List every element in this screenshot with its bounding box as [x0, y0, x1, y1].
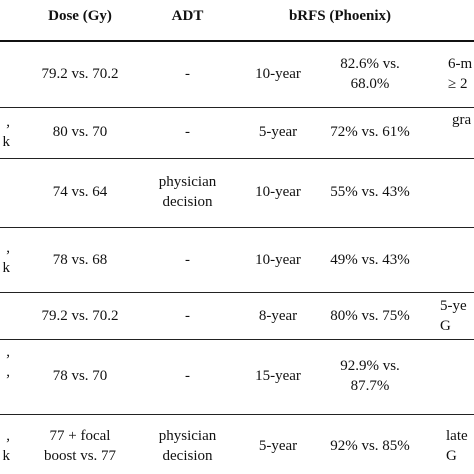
row-divider-3	[0, 227, 474, 228]
row-2-dose: 80 vs. 70	[52, 124, 108, 140]
row-5-adt: -	[185, 308, 190, 324]
row-2-adt: -	[185, 124, 190, 140]
row-2-period: 5-year	[258, 124, 298, 140]
row-1-period: 10-year	[255, 66, 301, 82]
row-4-period: 10-year	[255, 252, 301, 268]
row-3-adt: physician decision	[158, 174, 217, 210]
header-brfs: bRFS (Phoenix)	[288, 8, 392, 24]
row-4-dose: 78 vs. 68	[52, 252, 108, 268]
header-adt: ADT	[171, 8, 204, 24]
row-divider-6	[0, 414, 474, 415]
row-1-adt: -	[185, 66, 190, 82]
row-5-period: 8-year	[258, 308, 298, 324]
row-5-brfs: 80% vs. 75%	[330, 308, 410, 324]
row-7-dose: 77 + focal boost vs. 77	[43, 428, 117, 464]
row-7-period: 5-year	[258, 438, 298, 454]
row-6-left-fragment: , ,	[6, 344, 10, 380]
row-5-right-fragment: 5-ye G	[440, 298, 467, 334]
row-7-right-fragment: late G	[446, 428, 468, 464]
row-4-left-fragment: , k	[2, 240, 11, 276]
header-dose: Dose (Gy)	[48, 8, 112, 24]
row-6-period: 15-year	[255, 368, 301, 384]
header-rule	[0, 40, 474, 42]
row-divider-1	[0, 107, 474, 108]
row-7-brfs: 92% vs. 85%	[330, 438, 410, 454]
row-2-brfs: 72% vs. 61%	[330, 124, 410, 140]
row-1-right-fragment: 6-m ≥ 2	[448, 56, 473, 92]
row-6-dose: 78 vs. 70	[52, 368, 108, 384]
row-divider-5	[0, 339, 474, 340]
row-5-dose: 79.2 vs. 70.2	[41, 308, 119, 324]
row-2-right-fragment: gra	[452, 112, 472, 128]
row-3-period: 10-year	[255, 184, 301, 200]
row-7-adt: physician decision	[158, 428, 217, 464]
row-6-brfs: 92.9% vs. 87.7%	[340, 358, 400, 394]
row-divider-4	[0, 292, 474, 293]
row-divider-2	[0, 158, 474, 159]
row-6-adt: -	[185, 368, 190, 384]
row-3-dose: 74 vs. 64	[52, 184, 108, 200]
row-4-adt: -	[185, 252, 190, 268]
row-3-brfs: 55% vs. 43%	[330, 184, 410, 200]
row-1-brfs: 82.6% vs. 68.0%	[340, 56, 400, 92]
row-4-brfs: 49% vs. 43%	[330, 252, 410, 268]
row-1-dose: 79.2 vs. 70.2	[41, 66, 119, 82]
row-2-left-fragment: , k	[2, 114, 11, 150]
row-7-left-fragment: , k	[2, 428, 11, 464]
